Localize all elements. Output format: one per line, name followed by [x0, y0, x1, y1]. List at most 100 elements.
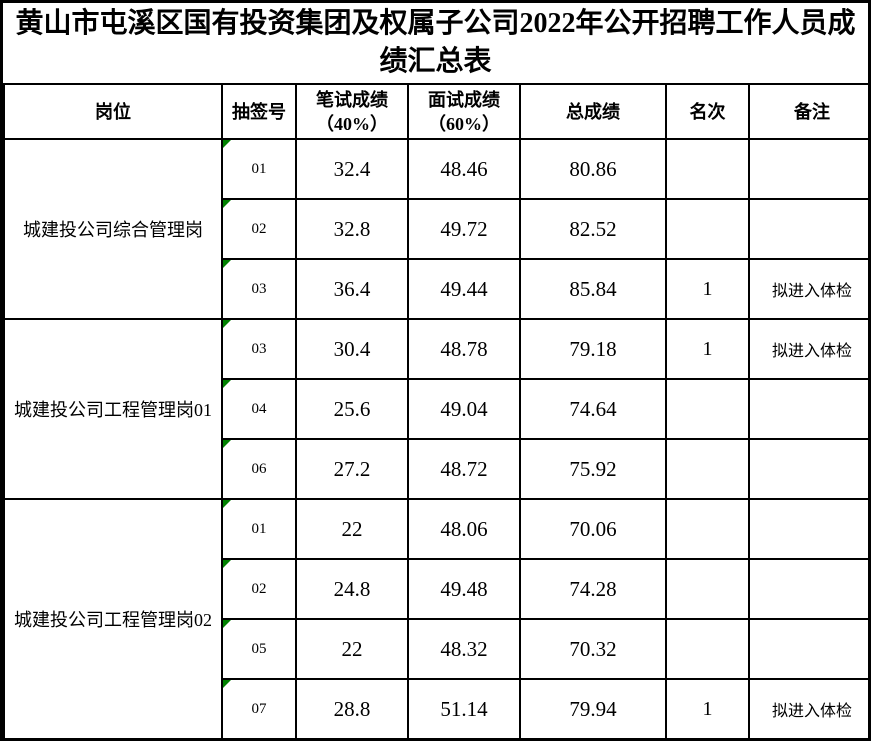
table-row: 05 22 48.32 70.32 — [4, 618, 868, 680]
column-header-written-label: 笔试成绩 — [316, 89, 388, 110]
interview-score-cell: 49.04 — [407, 378, 521, 440]
rank-cell — [665, 438, 750, 500]
total-score-cell: 74.28 — [519, 558, 667, 620]
lot-number-cell: 04 — [221, 378, 297, 440]
note-cell — [748, 558, 868, 620]
note-cell — [748, 138, 868, 200]
table-row: 城建投公司工程管理岗01 03 30.4 48.78 79.18 1 拟进入体检 — [3, 318, 868, 500]
written-score-cell: 27.2 — [295, 438, 409, 500]
total-score-cell: 74.64 — [519, 378, 667, 440]
note-cell — [748, 378, 868, 440]
rank-cell — [665, 618, 750, 680]
rank-cell — [665, 498, 750, 560]
column-header-note-label: 备注 — [794, 101, 830, 122]
note-cell — [748, 618, 868, 680]
written-score-cell: 22 — [295, 618, 409, 680]
interview-score-cell: 48.32 — [407, 618, 521, 680]
lot-number: 02 — [251, 580, 267, 597]
rank-cell: 1 — [665, 318, 750, 380]
lot-number: 04 — [251, 400, 267, 417]
column-header-lot: 抽签号 — [221, 83, 297, 140]
lot-number: 06 — [251, 460, 267, 477]
lot-number: 07 — [251, 700, 267, 717]
number-as-text-indicator-icon — [224, 561, 231, 568]
lot-number-cell: 01 — [221, 138, 297, 200]
lot-number-cell: 07 — [221, 678, 297, 738]
note-cell: 拟进入体检 — [748, 318, 868, 380]
column-header-interview-label: 面试成绩 — [428, 89, 500, 110]
table-row: 02 32.8 49.72 82.52 — [4, 198, 868, 260]
lot-number-cell: 02 — [221, 558, 297, 620]
rank-cell — [665, 558, 750, 620]
lot-number: 01 — [251, 160, 267, 177]
written-score-cell: 22 — [295, 498, 409, 560]
written-score-cell: 25.6 — [295, 378, 409, 440]
lot-number: 05 — [251, 640, 267, 657]
number-as-text-indicator-icon — [224, 381, 231, 388]
lot-number-cell: 02 — [221, 198, 297, 260]
note-cell: 拟进入体检 — [748, 258, 868, 320]
column-header-position: 岗位 — [3, 83, 223, 140]
table-row: 07 28.8 51.14 79.94 1 拟进入体检 — [4, 678, 868, 738]
table-row: 城建投公司综合管理岗 01 32.4 48.46 80.86 — [3, 138, 868, 320]
interview-score-cell: 51.14 — [407, 678, 521, 738]
table-row: 城建投公司工程管理岗02 01 22 48.06 70.06 — [3, 498, 868, 738]
note-cell — [748, 438, 868, 500]
rank-cell — [665, 198, 750, 260]
total-score-cell: 70.32 — [519, 618, 667, 680]
lot-number: 03 — [251, 280, 267, 297]
note-cell — [748, 498, 868, 560]
number-as-text-indicator-icon — [224, 201, 231, 208]
column-header-total-label: 总成绩 — [566, 101, 620, 122]
number-as-text-indicator-icon — [224, 321, 231, 328]
table-row: 04 25.6 49.04 74.64 — [4, 378, 868, 440]
column-header-written-sublabel: （40%） — [316, 113, 388, 134]
position-cell: 城建投公司工程管理岗01 — [3, 318, 223, 500]
interview-score-cell: 49.48 — [407, 558, 521, 620]
total-score-cell: 82.52 — [519, 198, 667, 260]
lot-number: 02 — [251, 220, 267, 237]
total-score-cell: 80.86 — [519, 138, 667, 200]
score-table: 岗位 抽签号 笔试成绩 （40%） 面试成绩 （60%） 总成绩 名次 备注 — [3, 83, 868, 738]
column-header-total: 总成绩 — [519, 83, 667, 140]
total-score-cell: 70.06 — [519, 498, 667, 560]
interview-score-cell: 48.06 — [407, 498, 521, 560]
number-as-text-indicator-icon — [224, 141, 231, 148]
total-score-cell: 75.92 — [519, 438, 667, 500]
column-header-lot-label: 抽签号 — [232, 101, 286, 122]
note-cell: 拟进入体检 — [748, 678, 868, 738]
total-score-cell: 79.18 — [519, 318, 667, 380]
written-score-cell: 36.4 — [295, 258, 409, 320]
rank-cell — [665, 138, 750, 200]
table-row: 03 36.4 49.44 85.84 1 拟进入体检 — [4, 258, 868, 320]
number-as-text-indicator-icon — [224, 261, 231, 268]
column-header-note: 备注 — [748, 83, 868, 140]
table-header-row: 岗位 抽签号 笔试成绩 （40%） 面试成绩 （60%） 总成绩 名次 备注 — [3, 83, 868, 140]
interview-score-cell: 49.44 — [407, 258, 521, 320]
lot-number-cell: 06 — [221, 438, 297, 500]
interview-score-cell: 48.72 — [407, 438, 521, 500]
page-title: 黄山市屯溪区国有投资集团及权属子公司2022年公开招聘工作人员成绩汇总表 — [15, 8, 856, 77]
column-header-position-label: 岗位 — [95, 101, 131, 122]
column-header-rank: 名次 — [665, 83, 750, 140]
table-row: 02 24.8 49.48 74.28 — [4, 558, 868, 620]
column-header-written: 笔试成绩 （40%） — [295, 83, 409, 140]
column-header-rank-label: 名次 — [689, 101, 726, 122]
lot-number-cell: 05 — [221, 618, 297, 680]
note-cell — [748, 198, 868, 260]
number-as-text-indicator-icon — [224, 621, 231, 628]
written-score-cell: 32.8 — [295, 198, 409, 260]
lot-number-cell: 01 — [221, 498, 297, 560]
interview-score-cell: 48.46 — [407, 138, 521, 200]
lot-number-cell: 03 — [221, 258, 297, 320]
number-as-text-indicator-icon — [224, 501, 231, 508]
number-as-text-indicator-icon — [224, 441, 231, 448]
interview-score-cell: 49.72 — [407, 198, 521, 260]
lot-number: 03 — [251, 340, 267, 357]
written-score-cell: 24.8 — [295, 558, 409, 620]
written-score-cell: 28.8 — [295, 678, 409, 738]
rank-cell — [665, 378, 750, 440]
lot-number: 01 — [251, 520, 267, 537]
written-score-cell: 30.4 — [295, 318, 409, 380]
